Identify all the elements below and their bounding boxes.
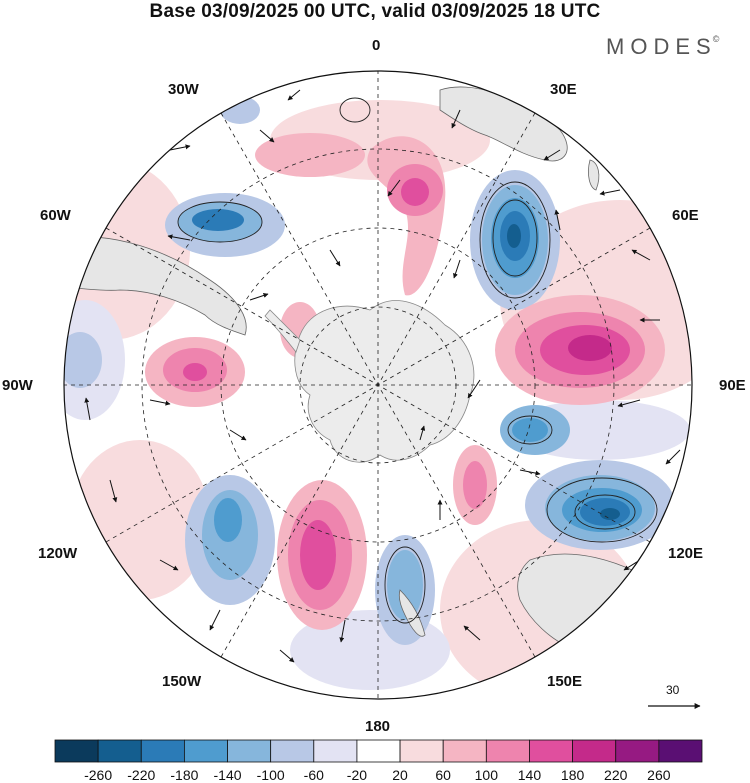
colorbar-tick-label: -180 (170, 767, 199, 783)
anomaly-pos (255, 133, 365, 177)
colorbar-tick-label: -140 (213, 767, 242, 783)
colorbar-swatch (529, 739, 574, 763)
colorbar-tick-label: 100 (474, 767, 499, 783)
colorbar-swatch (356, 739, 401, 763)
anomaly-field (64, 71, 692, 699)
low-south-pacific (185, 475, 275, 605)
lon-label-0: 0 (372, 37, 381, 54)
colorbar-tick-labels: -260 -220 -180 -140 -100 -60 -20 20 60 100 140 180 2… (0, 767, 750, 783)
colorbar-swatch (313, 739, 358, 763)
wind-vectors (84, 89, 681, 663)
colorbar-tick-label: -220 (127, 767, 156, 783)
lon-label-120e: 120E (668, 545, 704, 562)
lon-label-150e: 150E (547, 673, 583, 690)
brand-name: MODES (606, 34, 717, 59)
lon-label-60w: 60W (40, 207, 71, 224)
colorbar-tick-label: 140 (517, 767, 542, 783)
high-pacific (277, 480, 367, 630)
colorbar-swatch (183, 739, 228, 763)
antarctic-peninsula (264, 309, 301, 353)
colorbar-swatch (442, 739, 487, 763)
lon-label-150w: 150W (162, 673, 202, 690)
high-atlantic (367, 136, 446, 296)
contours (177, 97, 658, 624)
brand-logo: MODES© (606, 34, 719, 60)
graticule (64, 71, 692, 699)
colorbar-tick-label: 220 (604, 767, 628, 783)
colorbar-swatch (97, 739, 142, 763)
high-southern-ocean-east (495, 295, 665, 405)
low-drake (165, 193, 285, 257)
colorbar-tick-label: -20 (346, 767, 368, 783)
colorbar-swatch (485, 739, 530, 763)
colorbar-tick-label: -60 (303, 767, 324, 783)
low-ross (375, 535, 435, 645)
low-south-atlantic (470, 170, 560, 310)
colorbar-swatch (658, 739, 703, 763)
lon-label-60e: 60E (672, 207, 699, 224)
colorbar-tick-label: -260 (84, 767, 113, 783)
colorbar-swatch (227, 739, 272, 763)
map-border (63, 70, 693, 700)
colorbar-tick-label: 180 (560, 767, 585, 783)
south-america (64, 236, 247, 336)
colorbar-swatch (399, 739, 444, 763)
reference-vector-label: 30 (666, 683, 680, 697)
brand-mark: © (712, 34, 720, 44)
colorbar-tick-label: 260 (647, 767, 671, 783)
colorbar-swatch (54, 739, 99, 763)
low-south-indian (525, 460, 675, 550)
colorbar-swatch (572, 739, 617, 763)
high-east-small (453, 445, 497, 525)
new-zealand (398, 589, 426, 637)
colorbar-tick-label: 20 (392, 767, 408, 783)
lon-label-30e: 30E (550, 81, 577, 98)
lon-label-30w: 30W (168, 81, 199, 98)
colorbar-swatch (615, 739, 660, 763)
lon-label-90w: 90W (2, 377, 33, 394)
low-east (500, 405, 570, 455)
colorbar-swatch (140, 739, 185, 763)
map-title: Base 03/09/2025 00 UTC, valid 03/09/2025… (149, 1, 601, 22)
madagascar (588, 159, 600, 191)
lon-label-90e: 90E (719, 377, 746, 394)
anomaly-neg (64, 332, 102, 388)
colorbar-swatch (270, 739, 315, 763)
colorbar (54, 739, 703, 763)
high-amundsen (145, 337, 245, 407)
lon-label-180: 180 (365, 718, 391, 735)
lon-label-120w: 120W (38, 545, 78, 562)
colorbar-tick-label: 60 (435, 767, 451, 783)
colorbar-tick-label: -100 (256, 767, 285, 783)
